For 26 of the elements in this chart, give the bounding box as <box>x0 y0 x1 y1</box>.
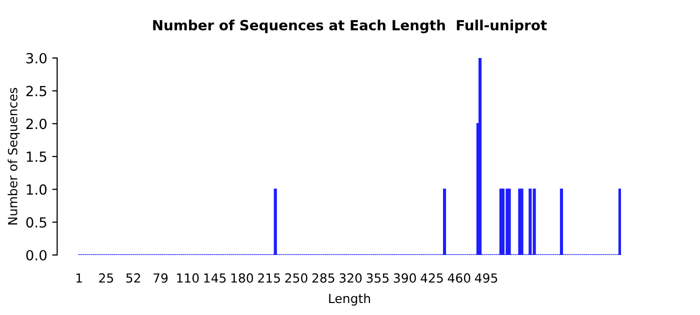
y-tick-label: 1.0 <box>26 184 47 195</box>
x-tick-label: 215 <box>258 273 280 283</box>
y-tick-label: 1.5 <box>26 152 46 162</box>
x-tick-label: 425 <box>420 273 443 283</box>
x-tick-label: 250 <box>285 273 308 283</box>
x-tick-label: 79 <box>154 273 168 283</box>
x-tick-label: 110 <box>177 273 199 283</box>
x-tick-label: 390 <box>394 273 416 283</box>
x-tick-label: 145 <box>204 273 226 283</box>
x-tick-label: 285 <box>312 273 334 283</box>
y-tick-label: 2.5 <box>26 86 46 96</box>
x-tick-label: 355 <box>366 273 389 283</box>
x-tick-label: 460 <box>448 273 470 283</box>
y-tick-label: 2.0 <box>26 118 47 130</box>
x-tick-label: 320 <box>340 273 362 283</box>
y-tick-label: 3.0 <box>26 52 47 64</box>
y-tick-label: 0.5 <box>26 217 46 228</box>
x-tick-label: 495 <box>474 273 498 283</box>
x-tick-label: 180 <box>231 273 254 283</box>
y-axis-title: Number of Sequences <box>8 88 20 224</box>
x-tick-label: 1 <box>76 273 82 283</box>
chart-title: Number of Sequences at Each Length Full-uniprot <box>153 20 547 34</box>
x-tick-label: 25 <box>99 273 114 283</box>
y-tick-label: 0.0 <box>26 250 47 260</box>
x-axis-title: Length <box>329 293 370 306</box>
x-tick-label: 52 <box>126 273 140 283</box>
